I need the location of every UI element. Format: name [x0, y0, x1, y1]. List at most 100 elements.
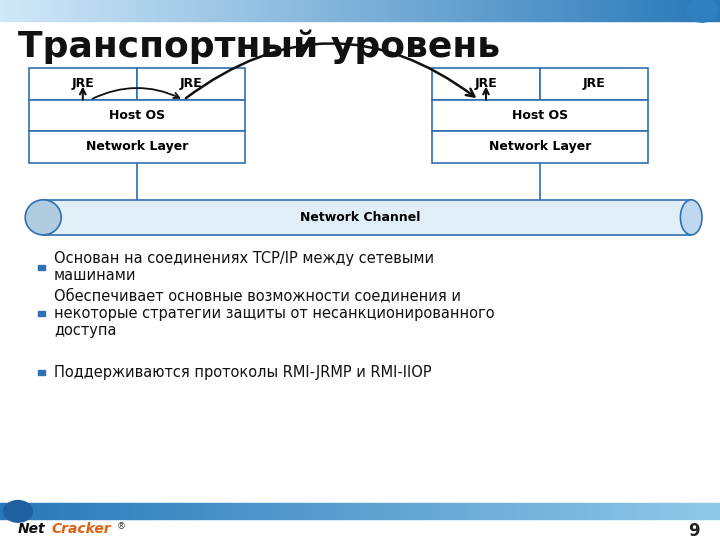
Bar [333, 0, 336, 21]
Bar [552, 0, 554, 21]
Bar [293, 503, 295, 519]
Text: Network Channel: Network Channel [300, 211, 420, 224]
Bar [58, 0, 60, 21]
Bar [538, 0, 540, 21]
Bar [437, 0, 439, 21]
Bar [461, 503, 463, 519]
FancyBboxPatch shape [137, 68, 245, 100]
Bar [286, 0, 288, 21]
Bar [151, 503, 153, 519]
Bar [595, 0, 598, 21]
Bar [459, 503, 461, 519]
Bar [319, 503, 322, 519]
Bar [132, 503, 135, 519]
Bar [117, 503, 120, 519]
Bar [115, 503, 117, 519]
Bar [243, 503, 245, 519]
Bar [84, 0, 86, 21]
Bar [487, 0, 490, 21]
Bar [149, 0, 151, 21]
Bar [583, 503, 585, 519]
Bar [336, 0, 338, 21]
Bar [180, 503, 182, 519]
Bar [650, 503, 653, 519]
Bar [233, 0, 235, 21]
Bar [187, 0, 189, 21]
Bar [660, 0, 662, 21]
Bar [677, 503, 679, 519]
Bar [168, 0, 171, 21]
Bar [401, 0, 403, 21]
Bar [506, 0, 509, 21]
Bar [648, 503, 650, 519]
Bar [240, 503, 243, 519]
Bar [77, 0, 79, 21]
Bar [641, 0, 643, 21]
Bar [398, 503, 401, 519]
Bar [708, 503, 711, 519]
Bar [41, 0, 43, 21]
Bar [559, 0, 562, 21]
Bar [374, 0, 377, 21]
Circle shape [4, 501, 32, 522]
Bar [497, 0, 499, 21]
Bar [27, 503, 29, 519]
Text: Поддерживаются протоколы RMI-JRMP и RMI-IIOP: Поддерживаются протоколы RMI-JRMP и RMI-… [54, 365, 431, 380]
Bar [660, 503, 662, 519]
Bar [516, 0, 518, 21]
Bar [266, 503, 269, 519]
Bar [274, 503, 276, 519]
Bar [410, 503, 413, 519]
Bar [9, 503, 12, 519]
Bar [420, 503, 423, 519]
Bar [218, 503, 221, 519]
Bar [202, 0, 204, 21]
Bar [490, 0, 492, 21]
Bar [19, 503, 22, 519]
FancyBboxPatch shape [29, 131, 245, 163]
Bar [549, 0, 552, 21]
Bar [252, 503, 254, 519]
Bar [77, 503, 79, 519]
Bar [135, 0, 137, 21]
Bar [353, 0, 355, 21]
Bar [122, 503, 125, 519]
Bar [79, 0, 81, 21]
Bar [626, 503, 629, 519]
Text: Network Layer: Network Layer [489, 140, 591, 153]
Bar [189, 503, 192, 519]
Bar [504, 0, 506, 21]
Bar [279, 0, 281, 21]
Bar [593, 0, 595, 21]
Bar [19, 0, 22, 21]
Text: Основан на соединениях TCP/IP между сетевыми
машинами: Основан на соединениях TCP/IP между сете… [54, 251, 434, 284]
Bar [17, 503, 19, 519]
Bar [684, 0, 686, 21]
Bar [185, 503, 187, 519]
Bar [99, 503, 101, 519]
Bar [612, 0, 614, 21]
Bar [91, 503, 94, 519]
Bar [576, 503, 578, 519]
Bar [300, 503, 302, 519]
Bar [135, 503, 137, 519]
Bar [387, 503, 389, 519]
Bar [182, 0, 185, 21]
Bar [348, 503, 351, 519]
Text: JRE: JRE [474, 77, 498, 90]
Bar [427, 0, 430, 21]
Bar [612, 503, 614, 519]
Bar [423, 503, 425, 519]
Bar [691, 0, 693, 21]
Bar [358, 503, 360, 519]
Bar [252, 0, 254, 21]
Bar [408, 503, 410, 519]
Bar [108, 0, 110, 21]
Bar [142, 503, 144, 519]
Bar [161, 0, 163, 21]
Bar [711, 0, 713, 21]
Bar [552, 503, 554, 519]
Bar [288, 503, 290, 519]
Bar [569, 503, 571, 519]
Bar [55, 0, 58, 21]
